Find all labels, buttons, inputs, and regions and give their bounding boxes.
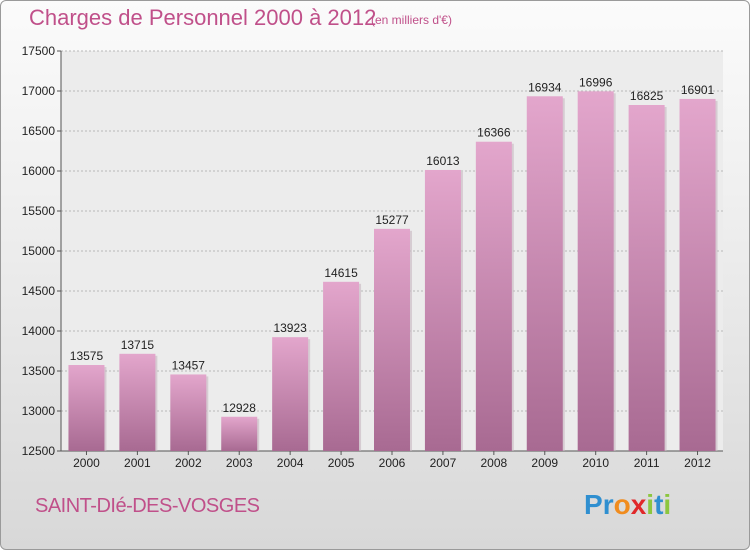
y-tick-label: 17500 <box>22 44 56 58</box>
logo-letter: r <box>602 489 614 520</box>
y-tick-label: 14500 <box>22 284 56 298</box>
x-tick-label: 2008 <box>480 456 507 470</box>
x-tick-label: 2006 <box>379 456 406 470</box>
logo-letter: t <box>654 489 664 520</box>
x-tick-label: 2010 <box>582 456 609 470</box>
bar <box>323 281 360 451</box>
x-tick-label: 2003 <box>226 456 253 470</box>
logo-letter: i <box>646 489 655 520</box>
y-tick-label: 17000 <box>22 84 56 98</box>
y-tick-label: 13000 <box>22 404 56 418</box>
bar <box>221 416 258 451</box>
chart-title: Charges de Personnel 2000 à 2012 <box>29 5 377 30</box>
bar <box>577 91 614 451</box>
bar-value-label: 16934 <box>528 80 562 94</box>
x-tick-label: 2000 <box>73 456 100 470</box>
y-tick-label: 12500 <box>22 444 56 458</box>
bar <box>374 228 410 451</box>
y-tick-label: 13500 <box>22 364 56 378</box>
x-tick-label: 2005 <box>328 456 355 470</box>
bar-value-label: 14615 <box>324 266 358 280</box>
y-tick-label: 16500 <box>22 124 56 138</box>
bar-value-label: 13715 <box>121 338 155 352</box>
bar-value-label: 16901 <box>681 83 715 97</box>
bar <box>119 353 156 451</box>
bar-value-label: 12928 <box>223 401 257 415</box>
bar <box>475 141 512 451</box>
logo-letter: o <box>613 489 631 520</box>
bar-value-label: 16825 <box>630 89 664 103</box>
bar-value-label: 13575 <box>70 349 104 363</box>
y-tick-label: 16000 <box>22 164 56 178</box>
logo-letter: x <box>630 489 647 520</box>
x-tick-label: 2004 <box>277 456 304 470</box>
x-tick-label: 2007 <box>430 456 457 470</box>
x-tick-label: 2001 <box>124 456 151 470</box>
commune-name: SAINT-DIé-DES-VOSGES <box>35 495 260 517</box>
bar <box>679 98 716 452</box>
bar-value-label: 13923 <box>273 321 307 335</box>
y-tick-label: 14000 <box>22 324 56 338</box>
proxiti-logo: Proxiti <box>584 489 671 521</box>
y-tick-label: 15000 <box>22 244 56 258</box>
x-tick-label: 2011 <box>634 456 660 470</box>
logo-letter: i <box>663 489 672 520</box>
bar <box>272 337 309 451</box>
bar <box>170 374 207 451</box>
bar <box>68 365 105 451</box>
bar-value-label: 16366 <box>477 126 511 140</box>
bar <box>628 105 665 451</box>
bar <box>526 96 563 451</box>
bar-value-label: 15277 <box>375 213 409 227</box>
bar-value-label: 13457 <box>172 358 206 372</box>
x-tick-label: 2009 <box>531 456 558 470</box>
chart-unit-note: (en milliers d'€) <box>371 13 452 27</box>
y-tick-label: 15500 <box>22 204 56 218</box>
bar-value-label: 16013 <box>426 154 460 168</box>
logo-letter: P <box>584 489 603 520</box>
x-tick-label: 2002 <box>175 456 202 470</box>
bar-value-label: 16996 <box>579 75 613 89</box>
bar <box>424 169 461 451</box>
x-tick-label: 2012 <box>684 456 711 470</box>
